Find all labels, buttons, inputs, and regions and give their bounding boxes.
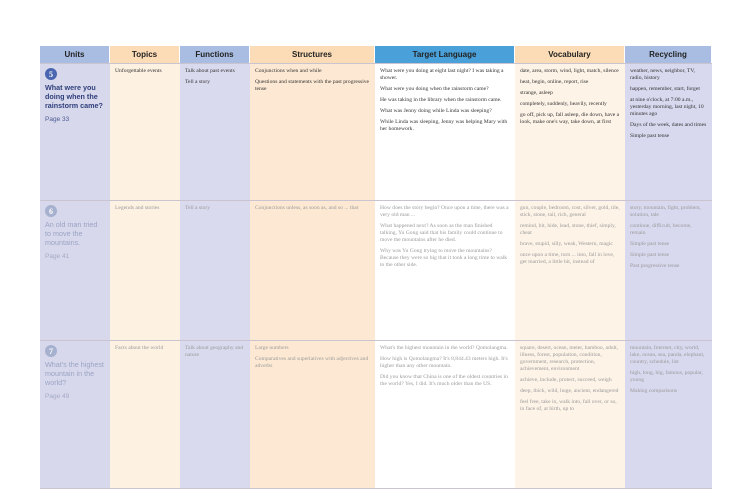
cell: How does the story begin? Once upon a ti…	[380, 205, 510, 273]
cell: mountain, Internet, city, world, lake, o…	[630, 345, 707, 399]
target-language-item: What happened next? As soon as the man f…	[380, 223, 503, 243]
cell: Facts about the world	[115, 345, 175, 356]
structures-item: Large numbers	[255, 345, 289, 351]
cell: Tell a story	[185, 205, 245, 216]
cell: 7 What's the highest mountain in the worl…	[45, 345, 105, 404]
recycling-item: story, mountain, fight, problem, solutio…	[630, 205, 701, 218]
column-bg	[250, 46, 375, 488]
functions-item: Talk about past events	[185, 68, 235, 74]
row-separator	[40, 63, 712, 64]
structures-item: Questions and statements with the past p…	[255, 79, 370, 92]
unit-page: Page 41	[45, 253, 70, 260]
row-separator	[40, 488, 712, 489]
vocabulary-item: remind, bit, hide, lead, stone, thief, s…	[520, 223, 616, 236]
target-language-item: While Linda was sleeping, Jenny was help…	[380, 119, 508, 132]
unit-title: What were you doing when the rainstorm c…	[45, 83, 103, 110]
unit-page: Page 33	[45, 116, 70, 123]
unit-title: What's the highest mountain in the world…	[45, 360, 104, 387]
cell: Legends and stories	[115, 205, 175, 216]
structures-item: Comparatives and superlatives with adjec…	[255, 356, 369, 369]
vocabulary-item: completely, suddenly, heavily, recently	[520, 101, 607, 107]
recycling-item: happen, remember, start, forget	[630, 86, 700, 92]
vocabulary-item: date, area, storm, wind, light, match, s…	[520, 68, 619, 74]
target-language-item: How does the story begin? Once upon a ti…	[380, 205, 509, 218]
topics-item: Legends and stories	[115, 205, 160, 211]
target-language-item: Why was Yu Gong trying to move the mount…	[380, 248, 508, 268]
column-bg	[625, 46, 712, 488]
vocabulary-item: brave, stupid, silly, weak, Western, mag…	[520, 241, 613, 247]
topics-item: Facts about the world	[115, 345, 164, 351]
vocabulary-item: deep, thick, wild, huge, ancient, endang…	[520, 388, 619, 394]
column-bg	[180, 46, 250, 488]
recycling-item: Simple past tense	[630, 133, 670, 139]
row-separator	[40, 200, 712, 201]
column-bg	[515, 46, 625, 488]
recycling-item: at nine o'clock, at 7:00 a.m., yesterday…	[630, 97, 704, 117]
cell: What were you doing at eight last night?…	[380, 68, 510, 137]
column-bg	[40, 46, 110, 488]
cell: weather, news, neighbor, TV, radio, hist…	[630, 68, 707, 144]
cell: square, desert, ocean, meter, bamboo, ad…	[520, 345, 620, 417]
column-bg	[110, 46, 180, 488]
structures-item: Conjunctions when and while	[255, 68, 322, 74]
vocabulary-item: go off, pick up, fall asleep, die down, …	[520, 112, 620, 125]
column-header: Functions	[180, 46, 250, 63]
column-header: Topics	[110, 46, 180, 63]
structures-item: Conjunctions unless, as soon as, and so …	[255, 205, 359, 211]
column-header: Vocabulary	[515, 46, 625, 63]
target-language-item: He was taking in the library when the ra…	[380, 97, 502, 103]
cell: Conjunctions when and while Questions and…	[255, 68, 370, 97]
cell: Conjunctions unless, as soon as, and so …	[255, 205, 370, 216]
column-bg	[375, 46, 515, 488]
target-language-item: What were you doing when the rainstorm c…	[380, 86, 489, 92]
column-header: Recycling	[625, 46, 712, 63]
cell: story, mountain, fight, problem, solutio…	[630, 205, 707, 274]
target-language-item: What's the highest mountain in the world…	[380, 345, 508, 351]
cell: What's the highest mountain in the world…	[380, 345, 510, 392]
cell: Unforgettable events	[115, 68, 175, 79]
cell: 6 An old man tried to move the mountains.…	[45, 205, 105, 264]
cell: 5 What were you doing when the rainstorm …	[45, 68, 105, 127]
target-language-item: What were you doing at eight last night?…	[380, 68, 504, 81]
recycling-item: Past progressive tense	[630, 263, 680, 269]
target-language-item: What was Jenny doing while Linda was sle…	[380, 108, 492, 114]
cell: gun, couple, bedroom, cost, silver, gold…	[520, 205, 620, 270]
cell: date, area, storm, wind, light, match, s…	[520, 68, 620, 130]
column-header: Structures	[250, 46, 375, 63]
vocabulary-item: square, desert, ocean, meter, bamboo, ad…	[520, 345, 619, 372]
vocabulary-item: strange, asleep	[520, 90, 553, 96]
recycling-item: weather, news, neighbor, TV, radio, hist…	[630, 68, 696, 81]
vocabulary-item: achieve, include, protect, succeed, weig…	[520, 377, 612, 383]
recycling-item: Making comparisons	[630, 388, 678, 394]
cell: Large numbers Comparatives and superlativ…	[255, 345, 370, 374]
recycling-item: Simple past tense	[630, 252, 670, 258]
functions-item: Tell a story	[185, 79, 211, 85]
row-separator	[40, 340, 712, 341]
recycling-item: mountain, Internet, city, world, lake, o…	[630, 345, 705, 365]
unit-title: An old man tried to move the mountains.	[45, 220, 98, 247]
vocabulary-item: once upon a time, turn ... into, fall in…	[520, 252, 615, 265]
functions-item: Talk about geography and nature	[185, 345, 244, 358]
recycling-item: high, long, big, famous, popular, young	[630, 370, 703, 383]
vocabulary-item: heat, begin, online, report, rise	[520, 79, 589, 85]
recycling-item: Simple past tense	[630, 241, 670, 247]
topics-item: Unforgettable events	[115, 68, 162, 74]
unit-number: 6	[45, 205, 57, 217]
unit-page: Page 49	[45, 393, 70, 400]
recycling-item: Days of the week, dates and times	[630, 122, 707, 128]
cell: Talk about past events Tell a story	[185, 68, 245, 90]
vocabulary-item: feel free, take in, walk into, fall over…	[520, 399, 617, 412]
recycling-item: continue, difficult, become, remain	[630, 223, 692, 236]
column-header: Target Language	[375, 46, 515, 63]
target-language-item: Did you know that China is one of the ol…	[380, 374, 508, 387]
unit-number: 7	[45, 345, 57, 357]
unit-number: 5	[45, 68, 57, 80]
vocabulary-item: gun, couple, bedroom, cost, silver, gold…	[520, 205, 620, 218]
functions-item: Tell a story	[185, 205, 211, 211]
target-language-item: How high is Qomolangma? It's 8,844.43 me…	[380, 356, 508, 369]
cell: Talk about geography and nature	[185, 345, 245, 363]
column-header: Units	[40, 46, 110, 63]
